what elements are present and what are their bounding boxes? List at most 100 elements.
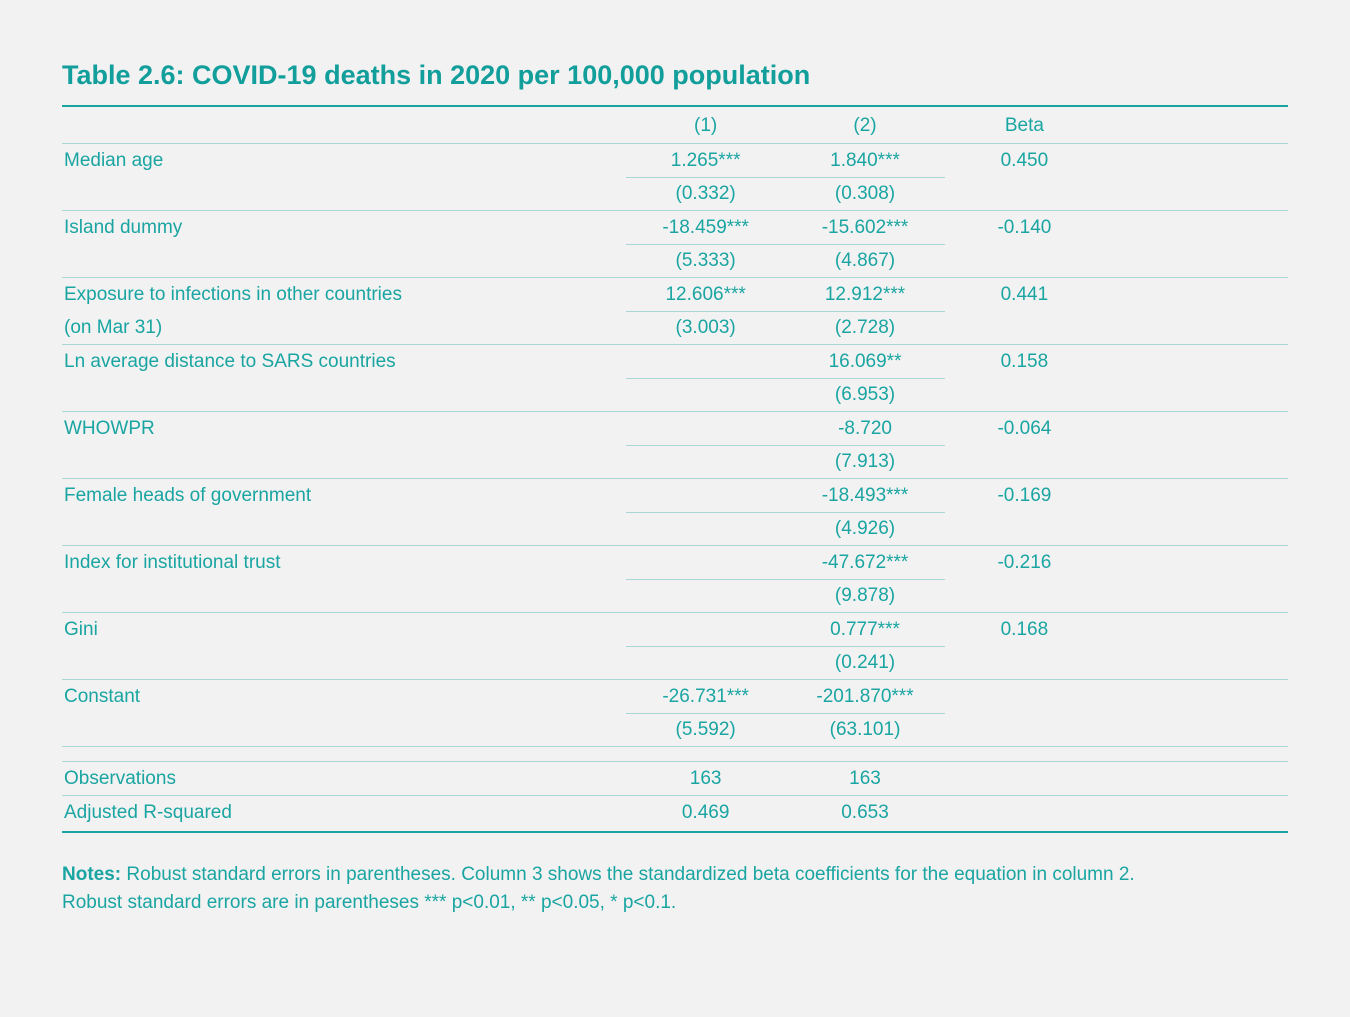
table-row: Ln average distance to SARS countries 16.… <box>62 345 1288 379</box>
obs-obs_c1: 163 <box>626 762 785 796</box>
spacer <box>1104 211 1288 245</box>
spacer <box>1104 647 1288 680</box>
blank-cell <box>1104 796 1288 833</box>
cell-c1: 12.606*** <box>626 278 785 312</box>
row-label-blank <box>62 379 626 412</box>
cell-se2: (4.926) <box>785 513 944 546</box>
cell-se2: (0.241) <box>785 647 944 680</box>
cell-c1 <box>626 613 785 647</box>
spacer <box>1104 278 1288 312</box>
cell-se1: (0.332) <box>626 178 785 211</box>
cell-c3: -0.216 <box>945 546 1104 580</box>
cell-se1 <box>626 580 785 613</box>
table-row-se: (0.241) <box>62 647 1288 680</box>
gap-cell <box>785 747 944 762</box>
cell-se2: (2.728) <box>785 312 944 345</box>
cell-c1 <box>626 345 785 379</box>
cell-se2: (4.867) <box>785 245 944 278</box>
blank-cell <box>1104 762 1288 796</box>
table-row: Exposure to infections in other countrie… <box>62 278 1288 312</box>
cell-se1: (5.592) <box>626 714 785 747</box>
row-label-blank <box>62 178 626 211</box>
row-label: Ln average distance to SARS countries <box>62 345 626 379</box>
notes-text: Robust standard errors in parentheses. C… <box>62 864 1135 913</box>
table-row-se: (9.878) <box>62 580 1288 613</box>
spacer <box>1104 345 1288 379</box>
cell-c3: -0.064 <box>945 412 1104 446</box>
cell-se1 <box>626 647 785 680</box>
r-squared-row: Adjusted R-squared0.4690.653 <box>62 796 1288 833</box>
spacer <box>1104 245 1288 278</box>
spacer <box>1104 680 1288 714</box>
row-label: Island dummy <box>62 211 626 245</box>
row-label: WHOWPR <box>62 412 626 446</box>
row-label-blank <box>62 714 626 747</box>
table-row: Gini 0.777***0.168 <box>62 613 1288 647</box>
cell-c3: 0.158 <box>945 345 1104 379</box>
header-col-2: (2) <box>785 106 944 144</box>
table-row: WHOWPR -8.720-0.064 <box>62 412 1288 446</box>
table-row-se: (0.332)(0.308) <box>62 178 1288 211</box>
obs-label: Observations <box>62 762 626 796</box>
spacer <box>1104 546 1288 580</box>
cell-c1 <box>626 412 785 446</box>
cell-c2: 12.912*** <box>785 278 944 312</box>
table-row-se: (6.953) <box>62 379 1288 412</box>
cell-se2: (9.878) <box>785 580 944 613</box>
cell-se1: (5.333) <box>626 245 785 278</box>
gap-cell <box>945 747 1104 762</box>
table-row: Island dummy-18.459***-15.602***-0.140 <box>62 211 1288 245</box>
cell-se1 <box>626 513 785 546</box>
cell-beta-blank <box>945 513 1104 546</box>
spacer <box>1104 714 1288 747</box>
cell-beta-blank <box>945 178 1104 211</box>
header-col-1: (1) <box>626 106 785 144</box>
cell-c2: 16.069** <box>785 345 944 379</box>
row-label: Female heads of government <box>62 479 626 513</box>
cell-se2: (0.308) <box>785 178 944 211</box>
cell-c1: 1.265*** <box>626 144 785 178</box>
spacer <box>1104 446 1288 479</box>
row-label-blank <box>62 245 626 278</box>
cell-c1 <box>626 546 785 580</box>
row-label-blank <box>62 647 626 680</box>
cell-c3: 0.168 <box>945 613 1104 647</box>
cell-beta-blank <box>945 312 1104 345</box>
cell-c2: 0.777*** <box>785 613 944 647</box>
spacer <box>1104 513 1288 546</box>
gap-row <box>62 747 1288 762</box>
cell-se1 <box>626 379 785 412</box>
obs-obs_c2: 163 <box>785 762 944 796</box>
cell-c2: 1.840*** <box>785 144 944 178</box>
table-header-row: (1) (2) Beta <box>62 106 1288 144</box>
spacer <box>1104 312 1288 345</box>
cell-se2: (7.913) <box>785 446 944 479</box>
cell-se1: (3.003) <box>626 312 785 345</box>
table-row-se: (on Mar 31)(3.003)(2.728) <box>62 312 1288 345</box>
table-row: Index for institutional trust-47.672***-… <box>62 546 1288 580</box>
spacer <box>1104 379 1288 412</box>
cell-c3 <box>945 680 1104 714</box>
cell-c3: 0.450 <box>945 144 1104 178</box>
cell-c2: -47.672*** <box>785 546 944 580</box>
cell-c2: -15.602*** <box>785 211 944 245</box>
cell-c1: -26.731*** <box>626 680 785 714</box>
spacer <box>1104 144 1288 178</box>
table-row: Median age1.265***1.840***0.450 <box>62 144 1288 178</box>
cell-se2: (6.953) <box>785 379 944 412</box>
regression-table: (1) (2) Beta Median age1.265***1.840***0… <box>62 105 1288 833</box>
row-label-blank <box>62 580 626 613</box>
gap-cell <box>626 747 785 762</box>
table-row-se: (7.913) <box>62 446 1288 479</box>
table-row-se: (5.592)(63.101) <box>62 714 1288 747</box>
cell-c3: -0.140 <box>945 211 1104 245</box>
row-label: Exposure to infections in other countrie… <box>62 278 626 312</box>
row-label-blank <box>62 446 626 479</box>
cell-c3: -0.169 <box>945 479 1104 513</box>
table-row-se: (5.333)(4.867) <box>62 245 1288 278</box>
r2-r2_c2: 0.653 <box>785 796 944 833</box>
cell-beta-blank <box>945 714 1104 747</box>
cell-c2: -8.720 <box>785 412 944 446</box>
row-label: Gini <box>62 613 626 647</box>
cell-c3: 0.441 <box>945 278 1104 312</box>
